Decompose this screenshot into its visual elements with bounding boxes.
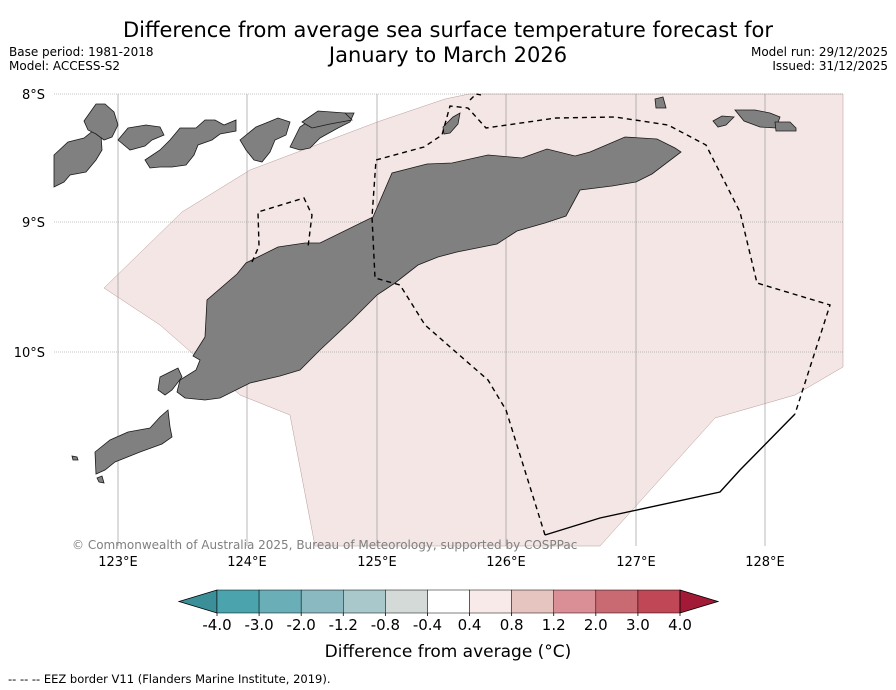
land-semau	[157, 367, 183, 396]
land-alor-east	[301, 110, 353, 129]
colorbar-segment	[427, 589, 470, 614]
land-alor	[53, 129, 103, 188]
sst-anomaly-region	[103, 93, 844, 547]
colorbar-segment	[385, 589, 428, 614]
model-name: Model: ACCESS-S2	[9, 59, 121, 73]
land-ndana	[96, 475, 105, 484]
colorbar-tick-label: 2.0	[584, 616, 608, 634]
land-sermata	[774, 121, 797, 132]
lon-label-124e: 124°E	[227, 555, 267, 570]
lon-label-128e: 128°E	[745, 555, 785, 570]
land-flores-east	[83, 103, 119, 141]
colorbar-segment	[553, 589, 597, 614]
base-period: Base period: 1981-2018	[9, 45, 154, 59]
meta-right: Model run: 29/12/2025 Issued: 31/12/2025	[751, 45, 888, 73]
lat-label-9s: 9°S	[22, 216, 45, 231]
model-run: Model run: 29/12/2025	[750, 45, 888, 59]
colorbar-segment	[511, 589, 554, 614]
land-lomblen	[144, 119, 237, 169]
colorbar-label: Difference from average (°C)	[324, 642, 572, 662]
eez-legend: -- -- -- EEZ border V11 (Flanders Marine…	[8, 672, 331, 686]
lon-label-123e: 123°E	[98, 555, 138, 570]
land-rote	[94, 409, 173, 475]
title-line-2: January to March 2026	[328, 43, 568, 67]
colorbar-tick-label: -3.0	[244, 616, 273, 634]
land-solor	[117, 124, 165, 151]
lon-labels: 123°E 124°E 125°E 126°E 127°E 128°E	[98, 555, 785, 570]
colorbar: -4.0 -3.0 -2.0 -1.2 -0.8 -0.4 0.4 0.8 1.2 2.0 3.0 4…	[177, 589, 720, 634]
land-pantar	[239, 117, 291, 163]
colorbar-extend-low	[177, 589, 218, 614]
lat-label-8s: 8°S	[22, 88, 45, 103]
lon-label-125e: 125°E	[357, 555, 397, 570]
eez-border-atauro	[469, 93, 482, 101]
colorbar-segment	[595, 589, 639, 614]
colorbar-segment	[216, 589, 260, 614]
meta-left: Base period: 1981-2018 Model: ACCESS-S2	[9, 45, 154, 73]
colorbar-tick-label: 3.0	[626, 616, 650, 634]
colorbar-extend-high	[679, 589, 720, 614]
colorbar-tick-label: -0.4	[413, 616, 442, 634]
lon-label-127e: 127°E	[616, 555, 656, 570]
colorbar-tick-label: -0.8	[371, 616, 400, 634]
land-romang	[654, 96, 667, 109]
colorbar-segment	[469, 589, 512, 614]
land-damar	[712, 115, 735, 128]
colorbar-segment	[258, 589, 302, 614]
colorbar-tick-label: 0.4	[458, 616, 482, 634]
copyright-notice: © Commonwealth of Australia 2025, Bureau…	[72, 538, 578, 552]
issued-date: Issued: 31/12/2025	[772, 59, 888, 73]
lat-labels: 8°S 9°S 10°S	[14, 88, 45, 361]
land-savu-tip	[71, 455, 79, 461]
eez-border-solid	[544, 413, 796, 536]
lon-label-126e: 126°E	[486, 555, 526, 570]
colorbar-tick-label: -2.0	[287, 616, 316, 634]
eez-border	[251, 93, 831, 536]
land-timor	[176, 136, 682, 401]
eez-border-oecusse	[251, 197, 313, 263]
chart-title: Difference from average sea surface temp…	[0, 18, 896, 68]
colorbar-tick-label: 1.2	[542, 616, 566, 634]
colorbar-segment	[343, 589, 386, 614]
colorbar-tick-label: -4.0	[202, 616, 231, 634]
colorbar-tick-label: 4.0	[668, 616, 692, 634]
lat-label-10s: 10°S	[14, 346, 45, 361]
colorbar-segment	[637, 589, 681, 614]
colorbar-tick-label: -1.2	[329, 616, 358, 634]
land-atauro	[442, 112, 461, 135]
land	[53, 96, 797, 484]
colorbar-segment	[300, 589, 344, 614]
colorbar-tick-label: 0.8	[500, 616, 524, 634]
title-line-1: Difference from average sea surface temp…	[123, 18, 773, 42]
